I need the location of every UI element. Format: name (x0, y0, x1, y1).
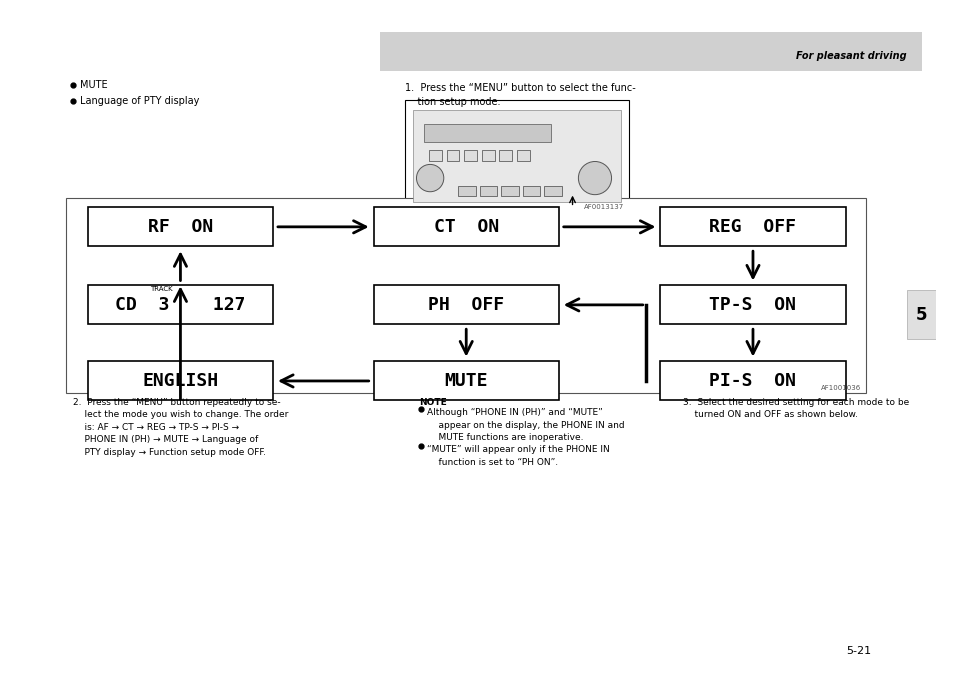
Bar (373, 207, 559, 246)
Text: 3: 3 (468, 153, 472, 158)
Bar (87, 361, 273, 401)
Text: 1.  Press the “MENU” button to select the func-
    tion setup mode.: 1. Press the “MENU” button to select the… (405, 84, 636, 107)
Text: 5: 5 (503, 153, 507, 158)
Bar (544, 186, 562, 196)
Text: 3.  Select the desired setting for each mode to be
    turned ON and OFF as show: 3. Select the desired setting for each m… (683, 397, 909, 419)
Text: RF  ON: RF ON (148, 218, 213, 236)
Bar (516, 150, 530, 162)
Text: 2: 2 (450, 153, 455, 158)
Text: For pleasant driving: For pleasant driving (797, 51, 907, 61)
Bar (424, 124, 551, 142)
Circle shape (417, 164, 444, 191)
Bar (660, 207, 846, 246)
Text: “MUTE” will appear only if the PHONE IN
    function is set to “PH ON”.: “MUTE” will appear only if the PHONE IN … (427, 445, 610, 467)
Bar (380, 32, 922, 71)
Bar (446, 150, 460, 162)
Bar (660, 285, 846, 325)
Bar (373, 361, 559, 401)
Bar (480, 186, 497, 196)
Text: 1: 1 (433, 153, 437, 158)
Bar (373, 285, 559, 325)
Text: PH  OFF: PH OFF (428, 296, 504, 314)
Bar (523, 186, 540, 196)
Text: Although “PHONE IN (PH)” and “MUTE”
    appear on the display, the PHONE IN and
: Although “PHONE IN (PH)” and “MUTE” appe… (427, 408, 625, 442)
Text: ENGLISH: ENGLISH (142, 372, 219, 390)
Bar (482, 150, 494, 162)
Text: 5-21: 5-21 (846, 646, 871, 656)
Text: AF0013137: AF0013137 (584, 204, 624, 210)
Text: NOTE: NOTE (420, 397, 447, 407)
Text: MUTE: MUTE (80, 80, 108, 90)
Bar (499, 150, 512, 162)
Text: 5: 5 (916, 306, 927, 324)
Bar (87, 285, 273, 325)
Text: REG  OFF: REG OFF (709, 218, 797, 236)
Text: 6: 6 (521, 153, 525, 158)
Text: CT  ON: CT ON (434, 218, 499, 236)
Bar (87, 207, 273, 246)
Bar (465, 150, 477, 162)
Text: MUTE: MUTE (444, 372, 488, 390)
Bar (413, 110, 621, 202)
Circle shape (578, 162, 612, 195)
Bar (405, 100, 629, 213)
Text: Language of PTY display: Language of PTY display (80, 96, 200, 106)
Bar (660, 361, 846, 401)
Bar (907, 290, 936, 339)
Text: TRACK: TRACK (150, 287, 172, 292)
Text: 4: 4 (486, 153, 490, 158)
Bar (429, 150, 442, 162)
Text: TP-S  ON: TP-S ON (709, 296, 797, 314)
Bar (459, 186, 476, 196)
Bar (501, 186, 519, 196)
Text: PI-S  ON: PI-S ON (709, 372, 797, 390)
Text: 2.  Press the “MENU” button repeatedly to se-
    lect the mode you wish to chan: 2. Press the “MENU” button repeatedly to… (73, 397, 289, 456)
Text: AF1001036: AF1001036 (821, 385, 861, 390)
Bar (66, 198, 866, 392)
Text: CD  3    127: CD 3 127 (115, 296, 246, 314)
